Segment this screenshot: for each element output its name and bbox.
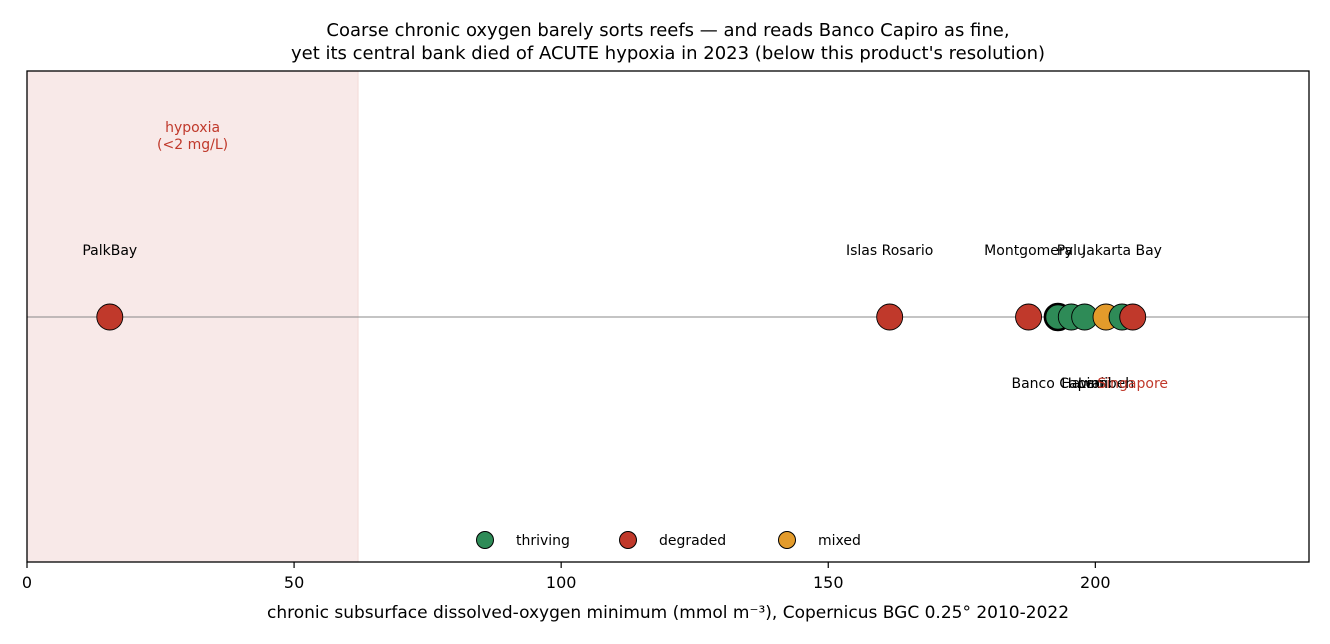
x-tick-label: 50: [284, 573, 304, 592]
point-label: Palu: [1057, 243, 1086, 259]
x-tick-label: 150: [813, 573, 844, 592]
legend-label: degraded: [659, 533, 726, 549]
plot-frame: [26, 70, 1310, 563]
hypoxia-region-label: hypoxia: [165, 120, 220, 136]
chart-title-line-1: Coarse chronic oxygen barely sorts reefs…: [326, 20, 1009, 41]
point-label: Islas Rosario: [846, 243, 933, 259]
data-point: [1015, 303, 1043, 331]
legend-marker: [619, 531, 637, 549]
data-point: [1119, 303, 1147, 331]
chart-title-line-2: yet its central bank died of ACUTE hypox…: [291, 43, 1045, 64]
point-label: Jakarta Bay: [1081, 243, 1162, 259]
point-label: Singapore: [1097, 376, 1168, 392]
hypoxia-region-label: (<2 mg/L): [157, 137, 228, 153]
legend-label: mixed: [818, 533, 861, 549]
point-label: Lembeh: [1078, 376, 1134, 392]
legend-marker: [476, 531, 494, 549]
legend-marker: [778, 531, 796, 549]
data-point: [96, 303, 124, 331]
point-label: Banco Capiro: [1011, 376, 1104, 392]
x-axis-label: chronic subsurface dissolved-oxygen mini…: [267, 603, 1069, 623]
x-tick-label: 200: [1080, 573, 1111, 592]
point-label: Montgomery: [984, 243, 1073, 259]
x-tick-label: 100: [546, 573, 577, 592]
point-label: PalkBay: [82, 243, 137, 259]
data-point: [876, 303, 904, 331]
legend-label: thriving: [516, 533, 570, 549]
point-label: Hawaii: [1061, 376, 1108, 392]
x-tick-label: 0: [22, 573, 32, 592]
